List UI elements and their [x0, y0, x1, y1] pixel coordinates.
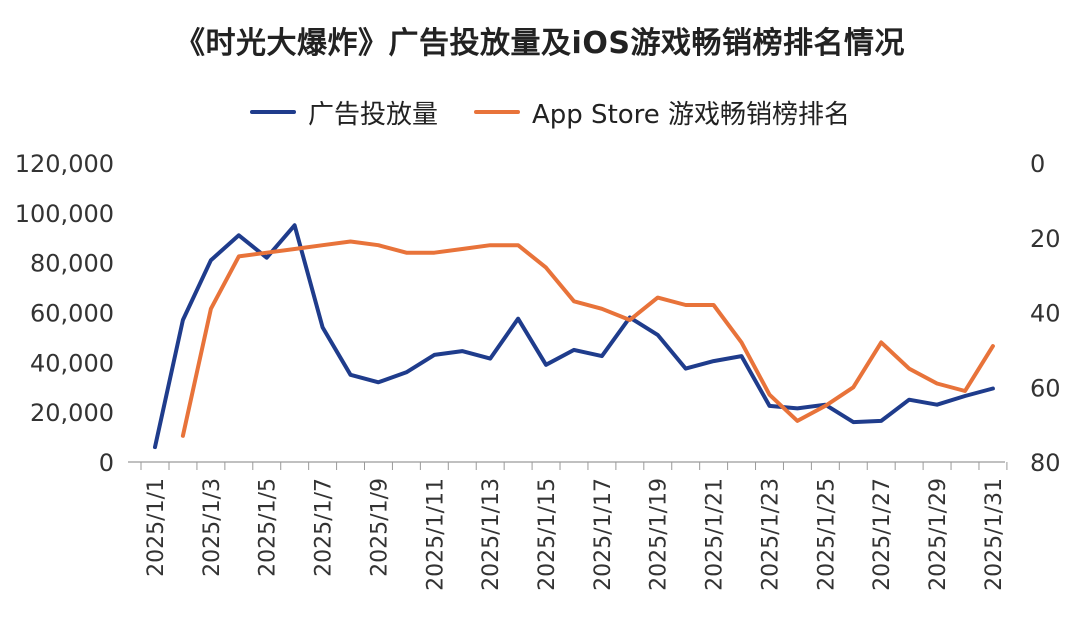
x-tick-label: 2025/1/1 — [144, 478, 169, 577]
series-line-ad-volume — [153, 223, 995, 450]
legend-label-ad-volume: 广告投放量 — [308, 99, 439, 130]
y-left-tick-label: 100,000 — [15, 200, 114, 228]
series-line-app-store-rank — [180, 239, 995, 438]
x-tick-label: 2025/1/11 — [423, 478, 448, 591]
x-tick-label: 2025/1/23 — [758, 478, 783, 591]
x-tick-label: 2025/1/9 — [367, 478, 392, 577]
y-right-tick-label: 0 — [1030, 150, 1045, 178]
y-left-tick-label: 60,000 — [30, 300, 114, 328]
y-left-tick-label: 40,000 — [30, 349, 114, 377]
y-right-tick-label: 60 — [1030, 374, 1061, 402]
legend: 广告投放量 App Store 游戏畅销榜排名 — [0, 92, 1080, 132]
x-tick-label: 2025/1/31 — [982, 478, 1007, 591]
x-tick-label: 2025/1/15 — [535, 478, 560, 591]
y-right-tick-label: 20 — [1030, 225, 1061, 253]
x-tick-label: 2025/1/17 — [591, 478, 616, 591]
y-left-tick-label: 80,000 — [30, 250, 114, 278]
x-tick-label: 2025/1/3 — [200, 478, 225, 577]
y-right-tick-label: 80 — [1030, 449, 1061, 477]
y-left-tick-label: 120,000 — [15, 150, 114, 178]
chart-title: 《时光大爆炸》广告投放量及iOS游戏畅销榜排名情况 — [175, 26, 905, 61]
legend-item-app-store-rank: App Store 游戏畅销榜排名 — [474, 92, 850, 132]
x-tick-label: 2025/1/21 — [703, 478, 728, 591]
legend-swatch-ad-volume — [250, 110, 296, 114]
x-tick-label: 2025/1/13 — [479, 478, 504, 591]
x-tick-label: 2025/1/25 — [814, 478, 839, 591]
x-tick-label: 2025/1/29 — [926, 478, 951, 591]
legend-swatch-app-store-rank — [474, 110, 520, 114]
x-tick-label: 2025/1/27 — [870, 478, 895, 591]
y-left-tick-label: 0 — [99, 449, 114, 477]
y-right-tick-label: 40 — [1030, 300, 1061, 328]
y-left-tick-label: 20,000 — [30, 399, 114, 427]
x-tick-label: 2025/1/19 — [647, 478, 672, 591]
legend-item-ad-volume: 广告投放量 — [250, 92, 438, 132]
x-tick-label: 2025/1/7 — [312, 478, 337, 577]
legend-label-app-store-rank: App Store 游戏畅销榜排名 — [532, 99, 851, 130]
x-tick-label: 2025/1/5 — [256, 478, 281, 577]
